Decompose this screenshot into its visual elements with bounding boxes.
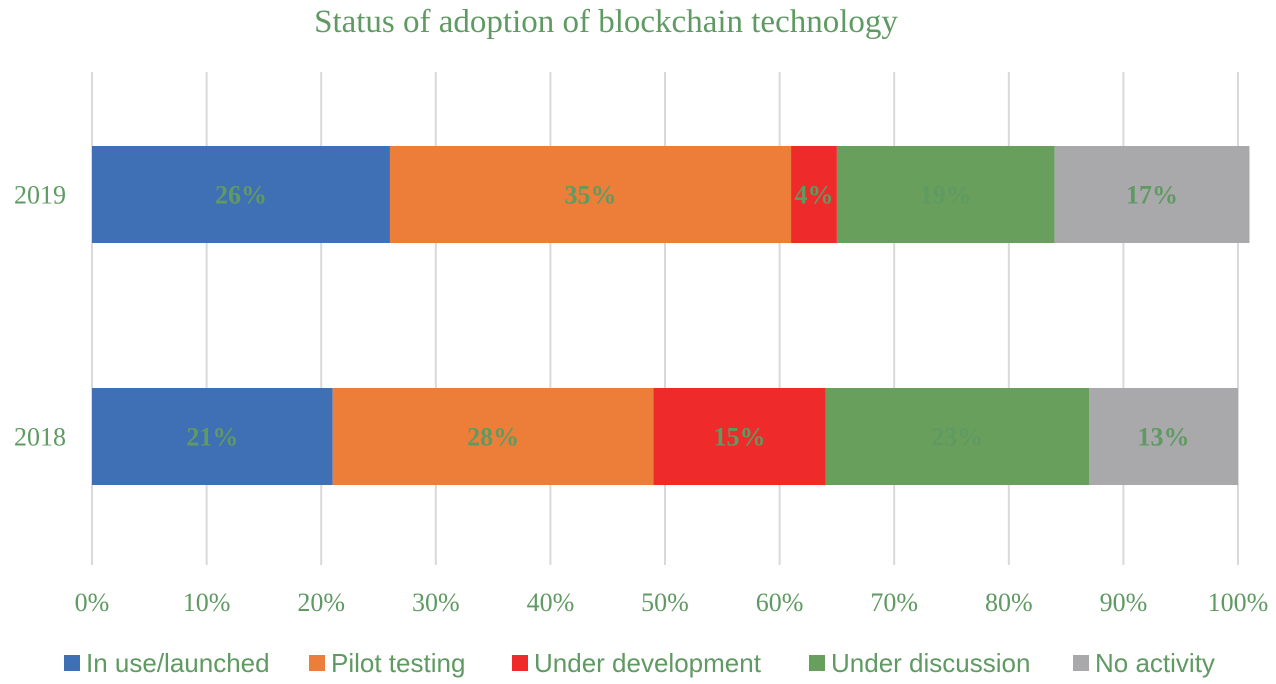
data-label: 4%	[794, 181, 833, 210]
chart-title: Status of adoption of blockchain technol…	[314, 4, 898, 40]
data-label: 35%	[565, 181, 617, 210]
legend-label: Under discussion	[831, 648, 1030, 678]
bar-segment	[836, 146, 1055, 243]
bar-segment	[332, 388, 654, 485]
data-label: 15%	[713, 423, 765, 452]
category-label: 2018	[14, 423, 66, 452]
x-tick-label: 50%	[641, 588, 689, 617]
bar-segment	[92, 146, 390, 243]
legend-label: No activity	[1095, 648, 1215, 678]
legend-swatch	[809, 655, 825, 671]
bar-segment	[1089, 388, 1238, 485]
legend-swatch	[512, 655, 528, 671]
x-tick-label: 0%	[75, 588, 110, 617]
legend-swatch	[309, 655, 325, 671]
x-tick-label: 100%	[1208, 588, 1269, 617]
data-label: 19%	[920, 181, 972, 210]
legend: In use/launched Pilot testing Under develo…	[64, 648, 1215, 678]
data-label: 13%	[1138, 423, 1190, 452]
bars	[92, 146, 1250, 485]
legend-label: In use/launched	[86, 648, 270, 678]
legend-label: Under development	[534, 648, 762, 678]
x-tick-label: 70%	[870, 588, 918, 617]
legend-swatch	[1073, 655, 1089, 671]
data-label: 17%	[1126, 181, 1178, 210]
data-label: 26%	[215, 181, 267, 210]
x-tick-label: 80%	[985, 588, 1033, 617]
x-tick-label: 30%	[412, 588, 460, 617]
category-label: 2019	[14, 181, 66, 210]
x-axis-tick-labels: 0% 10% 20% 30% 40% 50% 60% 70% 80% 90% 100%	[75, 588, 1269, 617]
bar-segment	[825, 388, 1090, 485]
bar-segment	[389, 146, 792, 243]
x-tick-label: 40%	[527, 588, 575, 617]
gridlines	[91, 72, 1239, 565]
data-label: 23%	[931, 423, 983, 452]
bar-segment	[653, 388, 826, 485]
data-label: 21%	[186, 423, 238, 452]
category-axis-labels: 2019 2018	[14, 181, 66, 452]
bar-segment	[791, 146, 837, 243]
legend-swatch	[64, 655, 80, 671]
x-tick-label: 90%	[1100, 588, 1148, 617]
x-tick-label: 60%	[756, 588, 804, 617]
x-tick-label: 20%	[297, 588, 345, 617]
bar-segment	[92, 388, 333, 485]
x-tick-label: 10%	[183, 588, 231, 617]
data-label: 28%	[467, 423, 519, 452]
bar-segment	[1054, 146, 1250, 243]
legend-label: Pilot testing	[331, 648, 465, 678]
data-labels: 26% 35% 4% 19% 17% 21% 28% 15% 23% 13%	[186, 181, 1189, 452]
